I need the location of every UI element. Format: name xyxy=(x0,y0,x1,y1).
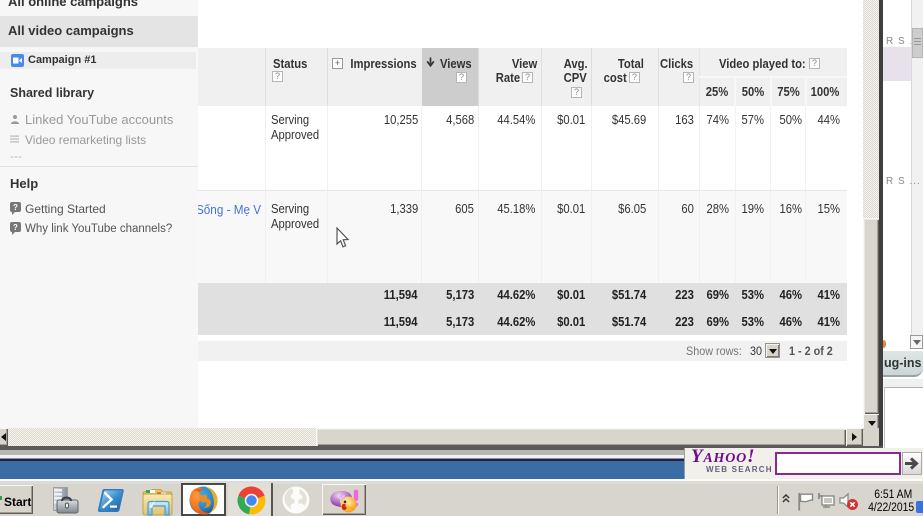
svg-text:?: ? xyxy=(13,223,18,232)
svg-text:?: ? xyxy=(13,203,18,212)
